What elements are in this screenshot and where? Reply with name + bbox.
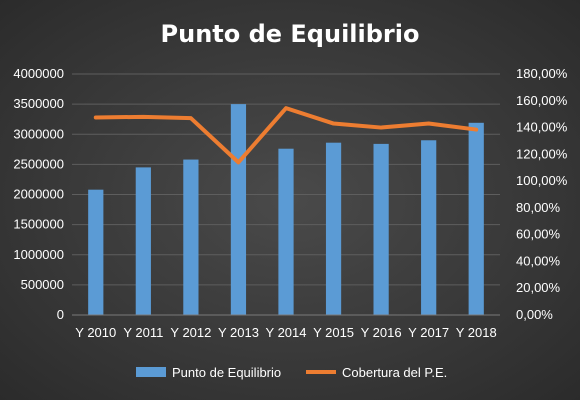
bar [325,142,342,315]
y-right-tick-label: 120,00% [516,146,568,161]
bar [88,189,104,315]
y-right-tick-label: 160,00% [516,93,568,108]
x-tick-label: Y 2012 [170,325,211,340]
bar [135,167,151,315]
y-left-tick-label: 4000000 [13,66,64,81]
chart-title: Punto de Equilibrio [161,20,420,48]
legend-label-punto: Punto de Equilibrio [172,365,281,380]
y-right-tick-label: 100,00% [516,173,568,188]
bar-series [88,104,484,316]
x-axis: Y 2010 Y 2011 Y 2012 Y 2013 Y 2014 Y 2015 Y 20… [72,314,500,340]
x-tick-label: Y 2014 [266,325,307,340]
x-tick-label: Y 2018 [456,325,497,340]
y-right-tick-label: 20,00% [516,280,561,295]
x-tick-label: Y 2017 [408,325,449,340]
y-left-tick-label: 1500000 [13,217,64,232]
y-left-tick-label: 3000000 [13,126,64,141]
legend-swatch-bar [136,367,166,377]
y-axis-left: 0 500000 1000000 1500000 2000000 2500000 30000… [13,66,64,322]
y-left-tick-label: 3500000 [13,96,64,111]
bar [373,143,389,315]
y-left-tick-label: 0 [57,307,64,322]
y-left-tick-label: 2000000 [13,187,64,202]
y-right-tick-label: 80,00% [516,200,561,215]
y-right-tick-label: 0,00% [516,307,553,322]
bar [183,159,199,315]
x-tick-label: Y 2015 [313,325,354,340]
line-series [93,106,479,165]
x-tick-label: Y 2013 [218,325,259,340]
y-right-tick-label: 180,00% [516,66,568,81]
x-tick-label: Y 2011 [123,325,163,340]
y-right-tick-label: 140,00% [516,120,568,135]
y-right-tick-label: 40,00% [516,253,561,268]
x-tick-label: Y 2016 [361,325,402,340]
y-left-tick-label: 500000 [21,277,64,292]
bar [421,140,437,315]
y-right-tick-label: 60,00% [516,227,561,242]
bar [468,122,484,316]
x-tick-label: Y 2010 [75,325,116,340]
y-left-tick-label: 1000000 [13,247,64,262]
y-axis-right: 0,00% 20,00% 40,00% 60,00% 80,00% 100,00% 120,… [516,66,568,322]
legend: Punto de Equilibrio Cobertura del P.E. [136,365,447,380]
legend-label-cobertura: Cobertura del P.E. [342,365,447,380]
bar [230,104,247,315]
y-left-tick-label: 2500000 [13,156,64,171]
bar [278,148,294,315]
